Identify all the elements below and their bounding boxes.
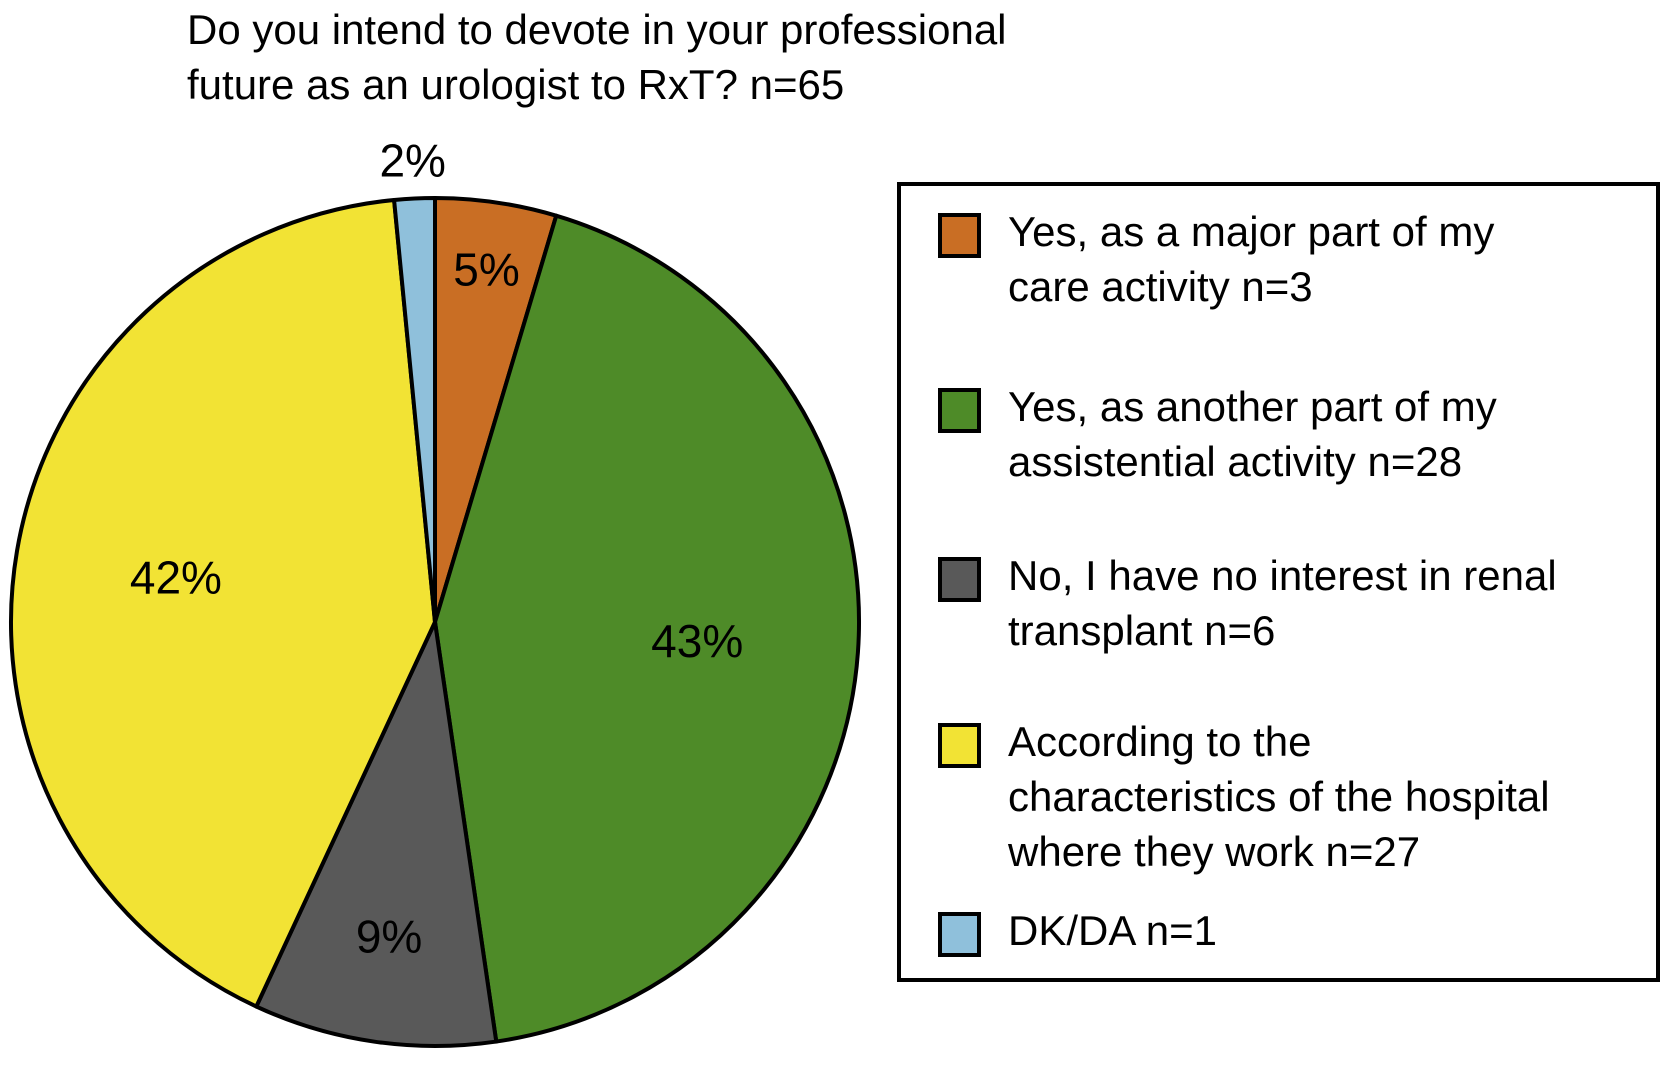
legend-label-major-care: Yes, as a major part of my care activity… [1008, 208, 1495, 310]
legend-swatch-hospital [938, 723, 981, 768]
chart-title-line-2: future as an urologist to RxT? n=65 [187, 61, 845, 108]
legend-item-dkda: DK/DA n=1 [938, 903, 1217, 958]
legend-item-no-interest: No, I have no interest in renal transpla… [938, 548, 1557, 658]
pie-slice-dkda [392, 196, 437, 624]
chart-title-line-1: Do you intend to devote in your professi… [187, 6, 1007, 53]
chart-title: Do you intend to devote in your professi… [187, 2, 1007, 112]
legend-swatch-another-assistential [938, 388, 981, 433]
legend-label-another-assistential: Yes, as another part of my assistential … [1008, 383, 1497, 485]
legend-label-no-interest: No, I have no interest in renal transpla… [1008, 552, 1557, 654]
legend-swatch-major-care [938, 213, 981, 258]
legend-item-hospital: According to the characteristics of the … [938, 714, 1550, 879]
legend-box [897, 182, 1660, 982]
pie-slice-label-dkda: 2% [379, 134, 445, 186]
pie-slice-label-major-care: 5% [453, 244, 519, 296]
legend-swatch-dkda [938, 912, 981, 957]
legend-swatch-no-interest [938, 557, 981, 602]
pie-slice-hospital [9, 197, 437, 1009]
legend-label-hospital: According to the characteristics of the … [1008, 718, 1550, 875]
pie-slice-label-no-interest: 9% [356, 911, 422, 963]
pie-slice-another-assistential [433, 213, 861, 1044]
pie-slice-label-another-assistential: 43% [651, 615, 743, 667]
legend-item-major-care: Yes, as a major part of my care activity… [938, 204, 1494, 314]
pie-chart: 5% 43% 9% 42% 2% [9, 134, 861, 1048]
pie-slice-no-interest [254, 620, 499, 1048]
legend-label-dkda: DK/DA n=1 [1008, 907, 1217, 954]
legend-item-another-assistential: Yes, as another part of my assistential … [938, 379, 1497, 489]
pie-slice-label-hospital: 42% [130, 552, 222, 604]
